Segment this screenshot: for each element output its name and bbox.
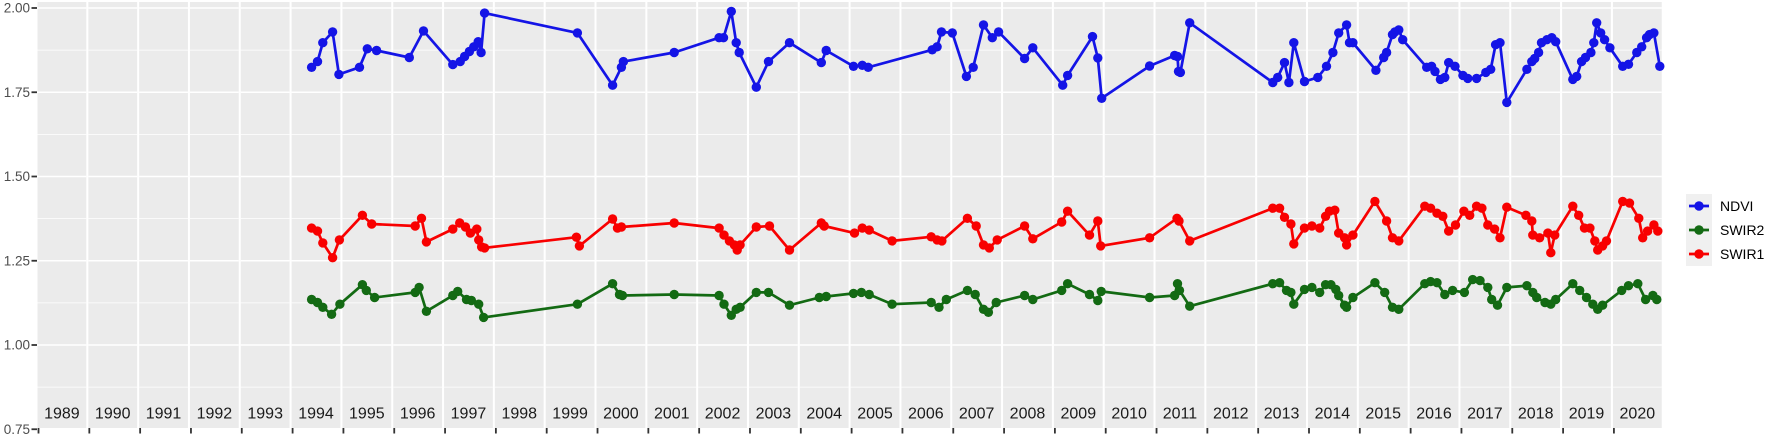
- year-label-1989: 1989: [44, 406, 80, 423]
- y-axis: 2.00 1.75 1.50 1.25 1.00 0.75: [4, 1, 37, 437]
- legend-key-ndvi: [1686, 194, 1712, 218]
- panel-1993: [240, 2, 290, 428]
- panel-2012: [1206, 2, 1256, 428]
- panel-2005: [850, 2, 900, 428]
- y-axis-label-1.75: 1.75: [4, 85, 30, 100]
- legend-label-ndvi: NDVI: [1720, 198, 1754, 214]
- year-label-1990: 1990: [95, 406, 131, 423]
- series-points-ndvi: [306, 6, 1665, 108]
- year-label-2014: 2014: [1315, 406, 1351, 423]
- year-label-1997: 1997: [451, 406, 487, 423]
- year-label-2000: 2000: [603, 406, 639, 423]
- panel-2006: [901, 2, 951, 428]
- panel-2018: [1511, 2, 1561, 428]
- legend-key-swir1: [1686, 242, 1712, 266]
- legend-label-swir1: SWIR1: [1720, 246, 1765, 262]
- panel-2004: [799, 2, 849, 428]
- year-label-2002: 2002: [705, 406, 741, 423]
- x-axis-ticks: [37, 428, 1615, 434]
- legend-entry-swir1: SWIR1: [1686, 242, 1764, 266]
- year-label-2005: 2005: [857, 406, 893, 423]
- year-label-1998: 1998: [501, 406, 537, 423]
- panel-2002: [698, 2, 747, 428]
- panel-2003: [748, 2, 798, 428]
- year-label-1992: 1992: [197, 406, 233, 423]
- panel-1991: [139, 2, 188, 428]
- y-axis-label-1.50: 1.50: [4, 169, 30, 184]
- year-label-2009: 2009: [1061, 406, 1097, 423]
- panel-2007: [952, 2, 1002, 428]
- year-label-2018: 2018: [1518, 406, 1554, 423]
- legend-entry-ndvi: NDVI: [1686, 194, 1764, 218]
- panel-1990: [88, 2, 138, 428]
- year-label-1996: 1996: [400, 406, 436, 423]
- y-axis-label-2.00: 2.00: [4, 1, 30, 16]
- legend-glyph-swir2-icon: [1689, 225, 1709, 235]
- year-label-1991: 1991: [146, 406, 182, 423]
- panel-1999: [545, 2, 595, 428]
- panel-2008: [1003, 2, 1052, 428]
- legend: NDVI SWIR2 SWIR1: [1686, 194, 1764, 266]
- year-label-1995: 1995: [349, 406, 385, 423]
- y-axis-label-1.25: 1.25: [4, 253, 30, 268]
- y-axis-label-1.00: 1.00: [4, 338, 30, 353]
- panel-1998: [494, 2, 544, 428]
- legend-label-swir2: SWIR2: [1720, 222, 1765, 238]
- year-label-2003: 2003: [756, 406, 792, 423]
- legend-entry-swir2: SWIR2: [1686, 218, 1764, 242]
- series-swir1: [306, 196, 1663, 263]
- series-swir2: [306, 274, 1662, 323]
- series-points-swir1: [306, 196, 1663, 263]
- year-label-2013: 2013: [1264, 406, 1300, 423]
- panel-1989: [37, 2, 87, 428]
- panel-2019: [1562, 2, 1611, 428]
- panel-1996: [393, 2, 443, 428]
- panel-1997: [444, 2, 493, 428]
- year-label-2015: 2015: [1365, 406, 1401, 423]
- panel-2001: [647, 2, 697, 428]
- year-label-2010: 2010: [1111, 406, 1147, 423]
- year-label-1993: 1993: [247, 406, 283, 423]
- year-label-2016: 2016: [1416, 406, 1452, 423]
- year-label-2008: 2008: [1010, 406, 1046, 423]
- panel-1992: [189, 2, 239, 428]
- legend-glyph-swir1-icon: [1689, 249, 1709, 259]
- year-label-2007: 2007: [959, 406, 995, 423]
- panel-2010: [1104, 2, 1154, 428]
- year-label-2011: 2011: [1163, 406, 1198, 423]
- panel-1994: [291, 2, 341, 428]
- panel-2009: [1053, 2, 1103, 428]
- x-axis-year-labels: 1989 1990 1991 1992 1993 1994 1995 1996 1997 1998…: [44, 406, 1655, 423]
- year-label-2001: 2001: [654, 406, 690, 423]
- year-label-1994: 1994: [298, 406, 334, 423]
- year-label-2006: 2006: [908, 406, 944, 423]
- series-points-swir2: [306, 274, 1662, 323]
- legend-key-swir2: [1686, 218, 1712, 242]
- year-label-2020: 2020: [1620, 406, 1656, 423]
- year-label-2017: 2017: [1467, 406, 1503, 423]
- year-panels: [37, 2, 1662, 428]
- series-ndvi: [306, 6, 1665, 108]
- year-label-2012: 2012: [1213, 406, 1249, 423]
- legend-glyph-ndvi-icon: [1689, 201, 1709, 211]
- year-label-1999: 1999: [552, 406, 588, 423]
- year-label-2004: 2004: [806, 406, 842, 423]
- y-axis-label-0.75: 0.75: [4, 422, 30, 437]
- year-label-2019: 2019: [1569, 406, 1605, 423]
- panel-2014: [1308, 2, 1357, 428]
